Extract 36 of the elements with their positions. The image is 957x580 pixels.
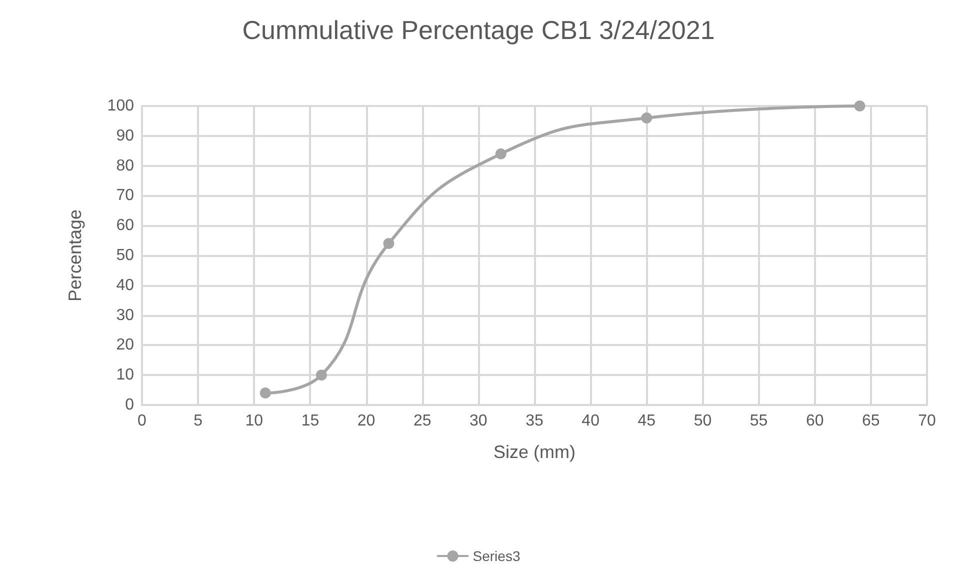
chart-title: Cummulative Percentage CB1 3/24/2021 [242, 15, 715, 45]
y-tick-label: 100 [107, 98, 134, 114]
x-tick-label: 40 [582, 412, 600, 430]
point [641, 112, 652, 124]
point [383, 238, 394, 250]
x-tick-label: 5 [194, 412, 203, 430]
x-tick-label: 30 [470, 412, 488, 430]
x-tick-label: 15 [301, 412, 320, 430]
y-tick-label: 80 [116, 157, 134, 174]
x-tick-label: 55 [750, 412, 768, 430]
point [854, 100, 866, 112]
y-axis-title: Percentage [65, 209, 85, 302]
x-tick-label: 45 [638, 412, 656, 430]
x-tick-label: 20 [357, 412, 376, 430]
x-tick-label: 35 [526, 412, 544, 430]
x-tick-label: 10 [245, 412, 264, 430]
y-tick-label: 90 [116, 127, 134, 144]
x-tick-label: 0 [138, 412, 147, 430]
y-tick-label: 30 [116, 306, 134, 324]
y-tick-label: 50 [116, 247, 134, 264]
x-axis-title: Size (mm) [494, 442, 576, 462]
y-tick-label: 20 [116, 336, 134, 354]
y-tick-label: 70 [116, 187, 134, 204]
y-tick-label: 40 [116, 276, 134, 294]
x-tick-label: 50 [694, 412, 712, 430]
y-tick-label: 10 [116, 366, 134, 384]
y-tick-label: 60 [116, 217, 134, 234]
legend-label: Series3 [472, 548, 520, 564]
x-tick-label: 60 [806, 412, 824, 430]
y-tick-label: 0 [125, 396, 134, 414]
point [495, 148, 506, 160]
x-tick-label: 25 [413, 412, 432, 430]
point [316, 370, 327, 381]
x-tick-label: 70 [918, 412, 936, 430]
x-tick-label: 65 [862, 412, 880, 430]
point [260, 388, 271, 399]
